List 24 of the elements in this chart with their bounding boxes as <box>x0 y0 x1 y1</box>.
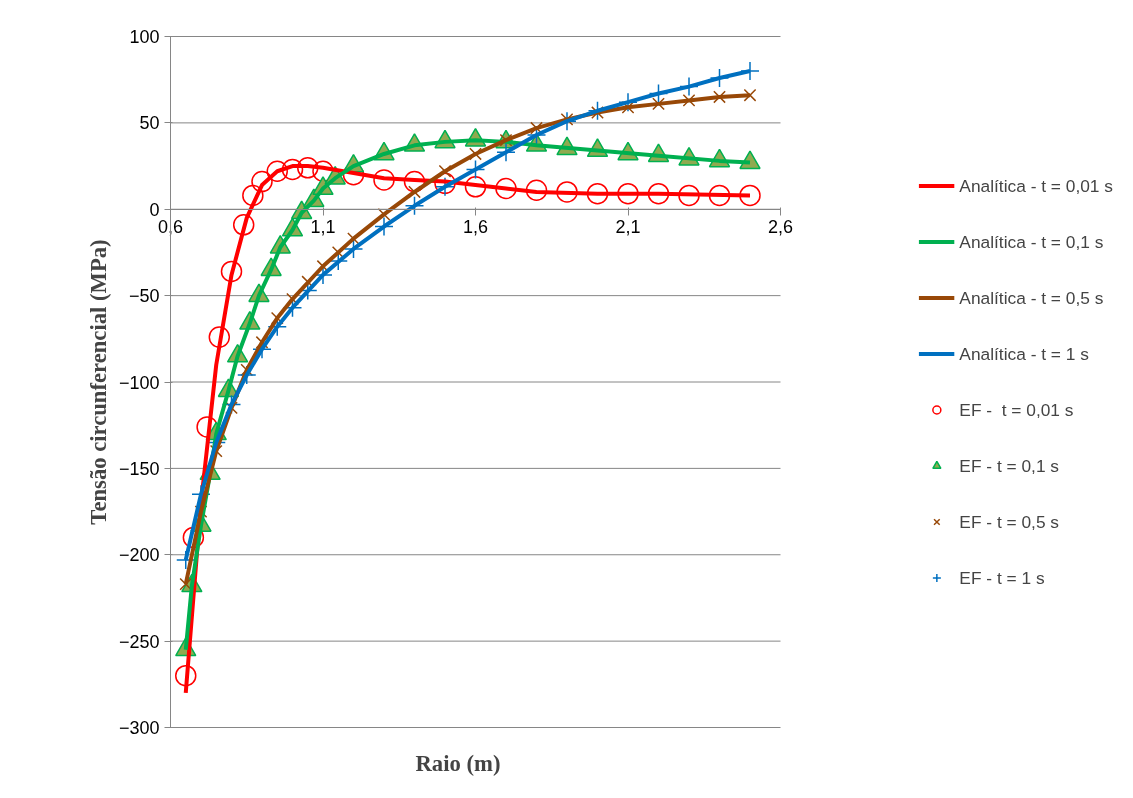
legend-label: EF - t = 0,5 s <box>959 511 1060 532</box>
y-tick-label: −150 <box>118 458 160 479</box>
legend-label: Analítica - t = 0,01 s <box>959 175 1113 196</box>
x-axis-title: Raio (m) <box>415 750 501 776</box>
x-tick-label: 0,6 <box>157 217 184 238</box>
x-tick-label: 1,6 <box>462 217 489 238</box>
x-tick-label: 2,1 <box>615 217 641 238</box>
legend-label: Analítica - t = 1 s <box>959 343 1089 364</box>
x-tick-label: 1,1 <box>310 217 336 238</box>
legend-label: EF - t = 1 s <box>959 567 1045 588</box>
legend-label: Analítica - t = 0,1 s <box>959 231 1104 252</box>
x-tick-label: 2,6 <box>767 217 794 238</box>
y-axis-title: Tensão circunferencial (MPa) <box>85 239 111 525</box>
legend-label: EF - t = 0,01 s <box>959 399 1074 420</box>
y-tick-label: 0 <box>149 199 160 220</box>
y-tick-label: 100 <box>129 27 160 47</box>
legend-label: Analítica - t = 0,5 s <box>959 287 1104 308</box>
y-tick-label: −50 <box>128 286 160 307</box>
y-tick-label: 50 <box>139 113 160 134</box>
y-tick-label: −100 <box>118 372 160 393</box>
y-tick-label: −200 <box>118 545 160 566</box>
y-tick-label: −250 <box>118 631 160 652</box>
y-tick-label: −300 <box>118 718 160 738</box>
legend-label: EF - t = 0,1 s <box>959 455 1060 476</box>
